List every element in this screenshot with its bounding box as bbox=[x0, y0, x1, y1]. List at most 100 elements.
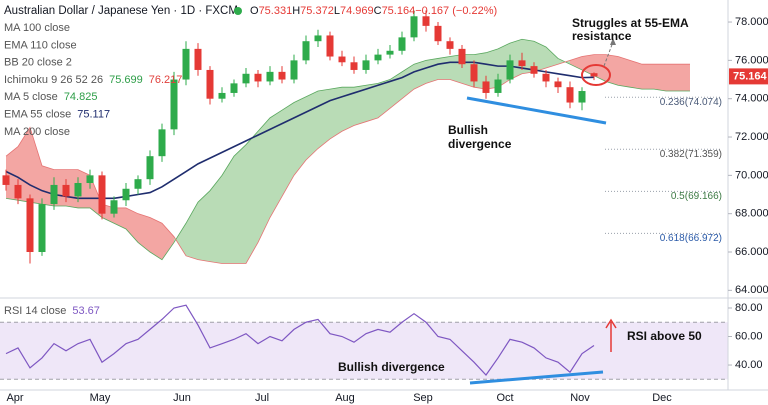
quote: O75.331H75.372L74.969C75.164−0.167 (−0.2… bbox=[250, 5, 497, 17]
candle-body bbox=[542, 73, 550, 82]
indicator-legend: EMA 55 close 75.117 bbox=[4, 108, 110, 120]
candle-body bbox=[554, 81, 562, 88]
main-layer: 0.236(74.074) 0.382(71.359) 0.5(69.166) 0.6… bbox=[2, 10, 722, 376]
fib-label: 0.382(71.359) bbox=[660, 149, 722, 160]
cloud-segment bbox=[198, 190, 210, 262]
candle-body bbox=[422, 16, 430, 26]
x-tick-label: Nov bbox=[570, 392, 590, 404]
cloud-segment bbox=[318, 89, 330, 149]
annotation-arrow bbox=[603, 41, 614, 67]
quote-value: 75.372 bbox=[300, 5, 334, 17]
legend: Australian Dollar / Japanese Yen · 1D · … bbox=[4, 5, 497, 317]
indicator-legend: Ichimoku 9 26 52 26 75.699 76.217 bbox=[4, 74, 182, 86]
span-b-line bbox=[5, 54, 690, 264]
cloud-segment bbox=[666, 64, 678, 92]
candle-body bbox=[446, 41, 454, 49]
indicator-legend: BB 20 close 2 bbox=[4, 57, 72, 69]
candle-body bbox=[590, 73, 598, 77]
cloud-segment bbox=[174, 223, 186, 256]
quote-key: L bbox=[334, 5, 340, 17]
annotation: divergence bbox=[448, 137, 512, 151]
indicator-name: BB 20 close 2 bbox=[4, 57, 72, 69]
indicator-name: Ichimoku 9 26 52 26 bbox=[4, 74, 103, 86]
indicator-value: 74.825 bbox=[64, 91, 98, 103]
cloud-segment bbox=[630, 60, 642, 90]
candle-body bbox=[434, 25, 442, 42]
indicator-value: 75.117 bbox=[77, 108, 110, 120]
trend-line bbox=[466, 96, 607, 125]
candle-body bbox=[218, 92, 226, 99]
candle-body bbox=[134, 179, 142, 189]
fib-label: 0.5(69.166) bbox=[671, 191, 722, 202]
y-tick-label: 70.000 bbox=[735, 169, 768, 181]
y-tick-label: 68.000 bbox=[735, 208, 768, 220]
cloud-segment bbox=[678, 64, 690, 92]
last-price-tag bbox=[729, 68, 768, 85]
candle-body bbox=[254, 73, 262, 82]
cloud-segment bbox=[186, 202, 198, 260]
candle-body bbox=[170, 79, 178, 130]
candle-body bbox=[302, 41, 310, 61]
candle-body bbox=[398, 37, 406, 51]
candle-body bbox=[278, 71, 286, 80]
cloud-segment bbox=[414, 60, 426, 90]
candle-body bbox=[98, 175, 106, 214]
rsi-band bbox=[0, 322, 728, 380]
candle-body bbox=[2, 175, 10, 185]
cloud-segment bbox=[618, 56, 630, 88]
cloud-segment bbox=[150, 217, 162, 260]
cloud-segment bbox=[582, 54, 594, 76]
candle-body bbox=[314, 35, 322, 42]
quote-key: C bbox=[374, 5, 382, 17]
cloud-segment bbox=[354, 85, 366, 126]
status-dot bbox=[234, 7, 242, 15]
cloud-segment bbox=[438, 56, 450, 80]
candle-body bbox=[386, 50, 394, 55]
x-tick-label: Jun bbox=[173, 392, 191, 404]
chart-title: Australian Dollar / Japanese Yen · 1D · … bbox=[4, 5, 238, 17]
cloud-segment bbox=[534, 41, 546, 72]
candle-body bbox=[350, 62, 358, 70]
candle-body bbox=[14, 184, 22, 199]
candle-body bbox=[326, 35, 334, 57]
candle-body bbox=[50, 184, 58, 205]
indicator-name: MA 100 close bbox=[4, 22, 70, 34]
indicator-legend: EMA 110 close bbox=[4, 39, 77, 51]
x-tick-label: Oct bbox=[496, 392, 513, 404]
y-tick-label: 40.00 bbox=[735, 359, 763, 371]
quote-value: 74.969 bbox=[340, 5, 374, 17]
cloud-segment bbox=[330, 87, 342, 139]
indicator-name: MA 5 close bbox=[4, 91, 58, 103]
candle-body bbox=[122, 188, 130, 201]
candle-body bbox=[410, 16, 418, 38]
candle-body bbox=[362, 60, 370, 70]
candle-body bbox=[482, 81, 490, 93]
candle-body bbox=[86, 175, 94, 184]
candle-body bbox=[206, 69, 214, 99]
cloud-segment bbox=[282, 102, 294, 197]
candle-body bbox=[110, 200, 118, 214]
cloud-segment bbox=[570, 56, 582, 70]
x-tick-label: Aug bbox=[335, 392, 355, 404]
indicator-value: 76.217 bbox=[149, 74, 183, 86]
indicator-value: 75.699 bbox=[109, 74, 143, 86]
candle-body bbox=[566, 87, 574, 103]
candle-body bbox=[506, 60, 514, 80]
candle-body bbox=[74, 183, 82, 197]
rsi-line bbox=[5, 304, 595, 376]
fib-label: 0.618(66.972) bbox=[660, 233, 722, 244]
cloud-segment bbox=[222, 156, 234, 264]
candle-body bbox=[458, 48, 466, 65]
y-tick-label: 66.000 bbox=[735, 246, 768, 258]
y-tick-label: 76.000 bbox=[735, 54, 768, 66]
candle-body bbox=[290, 60, 298, 80]
rsi-legend: RSI 14 close 53.67 bbox=[4, 305, 100, 317]
candle-body bbox=[470, 64, 478, 82]
y-tick-label: 60.00 bbox=[735, 330, 763, 342]
cloud-segment bbox=[654, 64, 666, 92]
candle-body bbox=[530, 66, 538, 74]
annotation: Bullish divergence bbox=[338, 360, 445, 374]
candle-body bbox=[266, 71, 274, 82]
cloud-segment bbox=[342, 87, 354, 132]
